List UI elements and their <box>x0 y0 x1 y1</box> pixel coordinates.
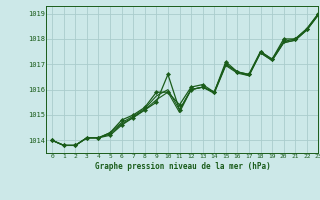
X-axis label: Graphe pression niveau de la mer (hPa): Graphe pression niveau de la mer (hPa) <box>94 162 270 171</box>
